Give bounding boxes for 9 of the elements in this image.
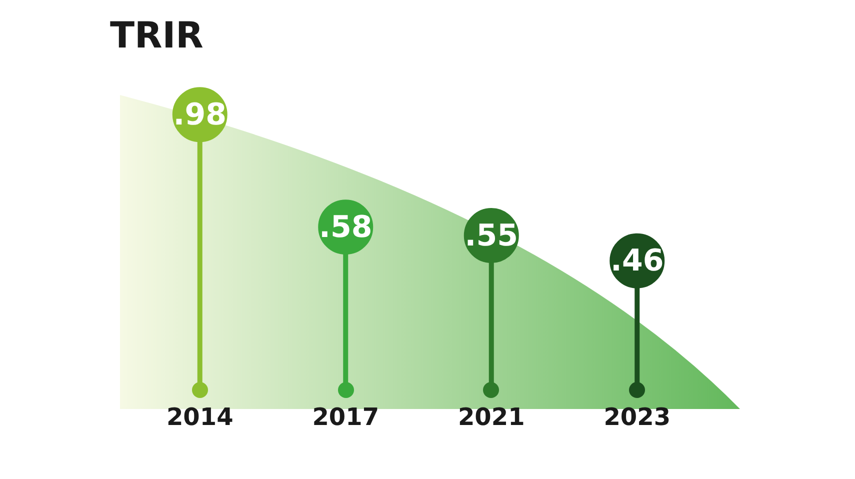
x-tick-label: 2021: [458, 402, 525, 431]
x-tick-label: 2023: [604, 402, 671, 431]
x-tick-label: 2014: [166, 402, 234, 431]
data-label: .58: [319, 210, 372, 245]
chart-title: TRIR: [110, 15, 204, 56]
data-label: .46: [610, 244, 664, 279]
data-label: .55: [464, 218, 518, 254]
x-tick-label: 2017: [312, 402, 380, 431]
data-label: .98: [173, 97, 226, 132]
